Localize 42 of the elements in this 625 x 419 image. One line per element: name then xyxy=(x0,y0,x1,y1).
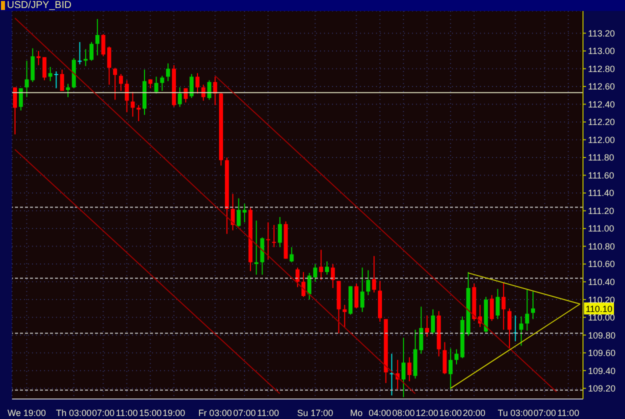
annotation: 110.10 xyxy=(586,304,612,314)
y-tick-label: 110.20 xyxy=(588,294,615,305)
y-tick-label: 110.80 xyxy=(588,241,615,252)
x-tick-label: 15:00 xyxy=(139,408,162,418)
x-tick-label: We 19:00 xyxy=(8,408,46,418)
y-tick-label: 111.80 xyxy=(588,152,614,163)
x-tick-label: 11:00 xyxy=(557,408,580,418)
y-tick-label: 111.20 xyxy=(588,206,614,216)
x-tick-label: Mo xyxy=(350,408,363,418)
y-tick-label: 112.00 xyxy=(588,134,615,145)
y-tick-label: 109.60 xyxy=(588,348,616,358)
x-tick-label: Tu 03:00 xyxy=(498,408,533,418)
x-tick-label: 19:00 xyxy=(162,408,186,418)
y-tick-label: 110.40 xyxy=(588,276,615,287)
y-tick-label: 111.40 xyxy=(588,188,614,198)
x-tick-label: Su 17:00 xyxy=(297,408,334,418)
y-tick-label: 112.40 xyxy=(588,99,615,110)
x-tick-label: 07:00 xyxy=(233,408,256,418)
y-tick-label: 112.20 xyxy=(588,117,615,128)
x-tick-label: 16:00 xyxy=(439,408,462,418)
x-tick-label: 12:00 xyxy=(416,408,438,418)
y-tick-label: 112.80 xyxy=(588,64,615,74)
y-tick-label: 112.60 xyxy=(588,82,615,92)
y-tick-label: 111.60 xyxy=(588,170,614,180)
y-tick-label: 109.20 xyxy=(588,384,616,394)
x-tick-label: 04:00 xyxy=(368,408,392,418)
x-tick-label: Th 03:00 xyxy=(56,408,92,418)
x-tick-label: 08:00 xyxy=(392,408,415,418)
y-tick-label: 110.60 xyxy=(588,259,615,270)
y-tick-label: 109.80 xyxy=(588,330,616,340)
y-tick-label: 111.00 xyxy=(588,224,614,234)
y-tick-label: 113.00 xyxy=(588,46,615,56)
x-tick-label: Fr 03:00 xyxy=(198,408,232,418)
y-tick-label: 113.20 xyxy=(588,28,615,38)
y-tick-label: 110.00 xyxy=(588,312,615,323)
chart-title: USD/JPY_BID xyxy=(7,0,72,11)
x-tick-label: 11:00 xyxy=(257,408,279,418)
x-tick-label: 20:00 xyxy=(462,408,486,418)
x-tick-label: 11:00 xyxy=(116,408,138,418)
x-tick-label: 07:00 xyxy=(533,408,556,418)
y-tick-label: 109.40 xyxy=(588,366,616,376)
x-tick-label: 07:00 xyxy=(92,408,115,418)
